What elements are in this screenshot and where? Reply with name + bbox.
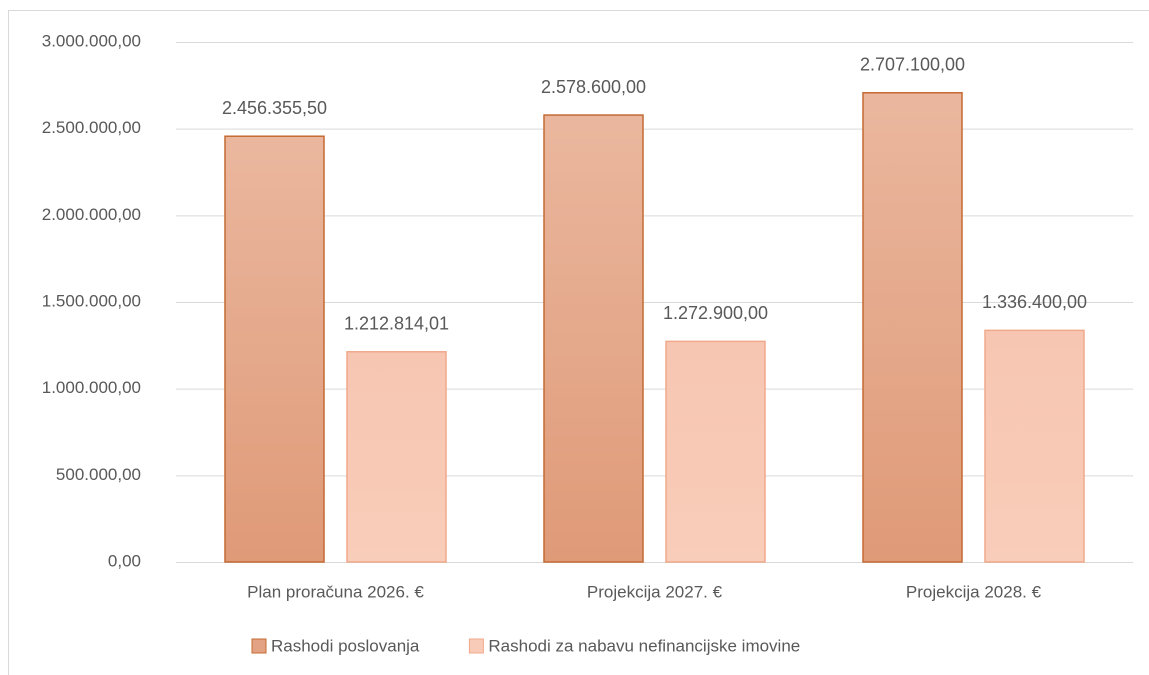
- bar: [984, 329, 1085, 563]
- legend-label: Rashodi poslovanja: [271, 636, 420, 655]
- y-tick-label: 2.500.000,00: [42, 118, 141, 137]
- bar: [862, 92, 963, 563]
- y-tick-label: 1.000.000,00: [42, 378, 141, 397]
- value-label: 1.336.400,00: [982, 292, 1087, 312]
- bar: [543, 114, 644, 563]
- value-label: 1.212.814,01: [344, 314, 449, 334]
- value-label: 2.707.100,00: [860, 55, 965, 75]
- x-tick-label: Projekcija 2027. €: [587, 582, 723, 601]
- y-tick-label: 0,00: [108, 551, 141, 570]
- legend-label: Rashodi za nabavu nefinancijske imovine: [488, 636, 800, 655]
- chart-frame: [8, 10, 1149, 675]
- bar: [224, 135, 325, 563]
- x-tick-label: Projekcija 2028. €: [906, 582, 1042, 601]
- x-tick-label: Plan proračuna 2026. €: [247, 582, 424, 601]
- value-label: 2.578.600,00: [541, 77, 646, 97]
- legend-swatch: [468, 638, 484, 654]
- value-label: 2.456.355,50: [222, 98, 327, 118]
- y-tick-label: 500.000,00: [56, 465, 141, 484]
- y-tick-label: 1.500.000,00: [42, 291, 141, 310]
- y-tick-label: 3.000.000,00: [42, 31, 141, 50]
- value-label: 1.272.900,00: [663, 303, 768, 323]
- legend-swatch: [251, 638, 267, 654]
- bar: [346, 351, 447, 563]
- y-tick-label: 2.000.000,00: [42, 205, 141, 224]
- bar: [665, 340, 766, 563]
